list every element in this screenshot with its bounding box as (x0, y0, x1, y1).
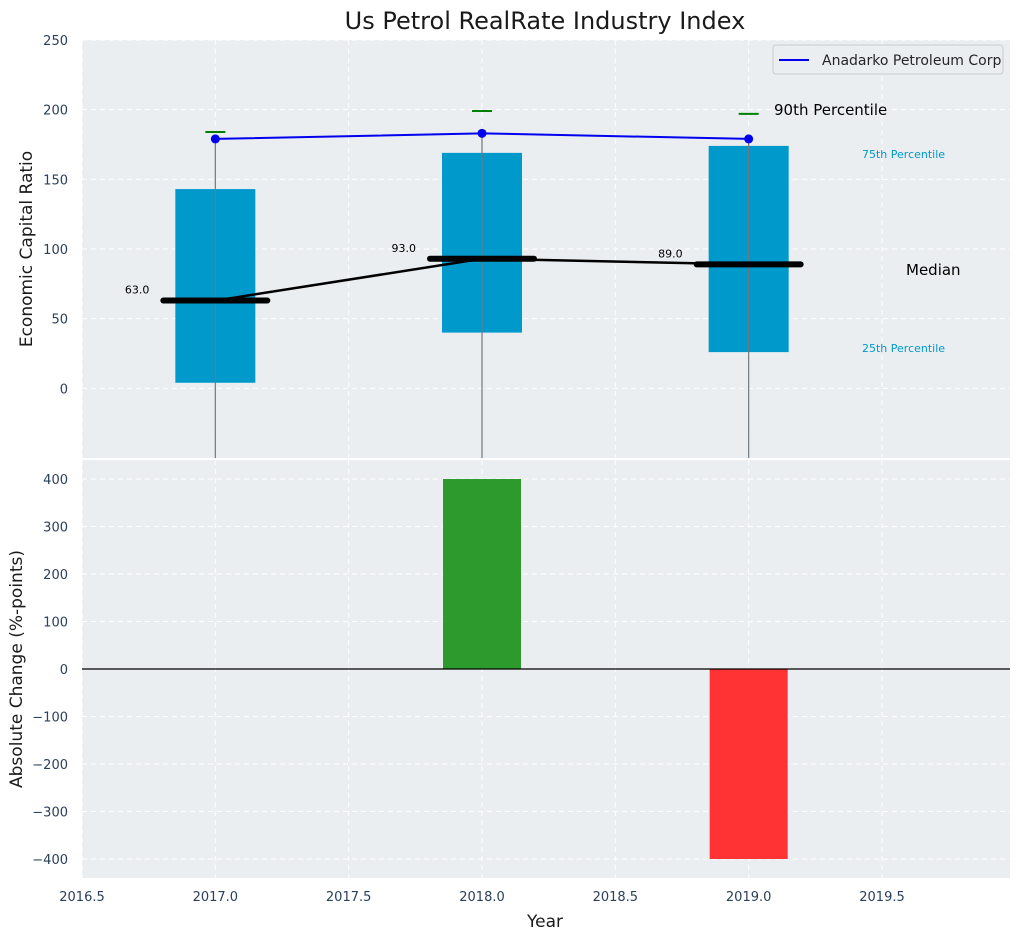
company-point-2019 (744, 134, 754, 144)
median-trend-line (215, 257, 749, 302)
change-bar-2018 (443, 479, 521, 669)
company-point-2018 (477, 128, 487, 138)
legend-label: Anadarko Petroleum Corp (822, 53, 1001, 69)
top-panel: 0 50 100 150 200 250 63.0 93.0 89.0 90th Percen… (17, 34, 1010, 458)
annotation-p25: 25th Percentile (862, 342, 945, 355)
bottom-y-tick-label: −200 (32, 758, 68, 773)
top-y-ticks: 0 50 100 150 200 250 (43, 34, 68, 397)
top-annotations: 90th Percentile 75th Percentile Median 25th… (774, 101, 961, 355)
bottom-y-tick-label: 300 (43, 521, 68, 536)
x-ticks: 2016.5 2017.0 2017.5 2018.0 2018.5 2019.0 2019… (59, 890, 905, 905)
top-y-tick-label: 100 (43, 243, 68, 258)
annotation-p90: 90th Percentile (774, 101, 887, 119)
bottom-y-axis-label: Absolute Change (%-points) (7, 550, 27, 788)
median-label-2017: 63.0 (125, 284, 150, 297)
top-y-tick-label: 50 (51, 313, 68, 328)
bottom-y-tick-label: 400 (43, 473, 68, 488)
x-tick-label: 2017.5 (326, 890, 372, 905)
top-y-tick-label: 200 (43, 104, 68, 119)
x-tick-label: 2019.0 (726, 890, 772, 905)
company-point-2017 (210, 134, 220, 144)
bottom-y-tick-label: −400 (32, 853, 68, 868)
x-tick-label: 2017.0 (193, 890, 239, 905)
x-tick-label: 2018.5 (593, 890, 639, 905)
top-y-tick-label: 250 (43, 34, 68, 49)
bottom-y-tick-label: −300 (32, 806, 68, 821)
bottom-panel: −400 −300 −200 −100 0 100 200 300 400 Absolute C… (7, 460, 1010, 878)
x-axis-label: Year (526, 912, 563, 932)
bottom-y-tick-label: 0 (60, 663, 68, 678)
legend-box (772, 44, 1004, 75)
bottom-y-tick-label: −100 (32, 711, 68, 726)
bottom-y-tick-label: 100 (43, 616, 68, 631)
bottom-y-tick-label: 200 (43, 568, 68, 583)
median-label-2019: 89.0 (658, 247, 683, 260)
change-bar-2019 (709, 669, 788, 859)
top-y-axis-label: Economic Capital Ratio (17, 151, 37, 347)
median-label-2018: 93.0 (392, 242, 417, 255)
chart-title: Us Petrol RealRate Industry Index (345, 7, 746, 35)
x-tick-label: 2018.0 (459, 890, 505, 905)
top-y-tick-label: 0 (60, 382, 68, 397)
top-y-tick-label: 150 (43, 173, 68, 188)
annotation-p75: 75th Percentile (862, 148, 945, 161)
legend: Anadarko Petroleum Corp (772, 44, 1004, 75)
top-marks: 63.0 93.0 89.0 (125, 110, 804, 458)
bottom-y-ticks: −400 −300 −200 −100 0 100 200 300 400 (32, 473, 68, 868)
bottom-marks (82, 479, 1010, 859)
x-tick-label: 2019.5 (859, 890, 905, 905)
annotation-median: Median (906, 261, 961, 279)
x-tick-label: 2016.5 (59, 890, 105, 905)
